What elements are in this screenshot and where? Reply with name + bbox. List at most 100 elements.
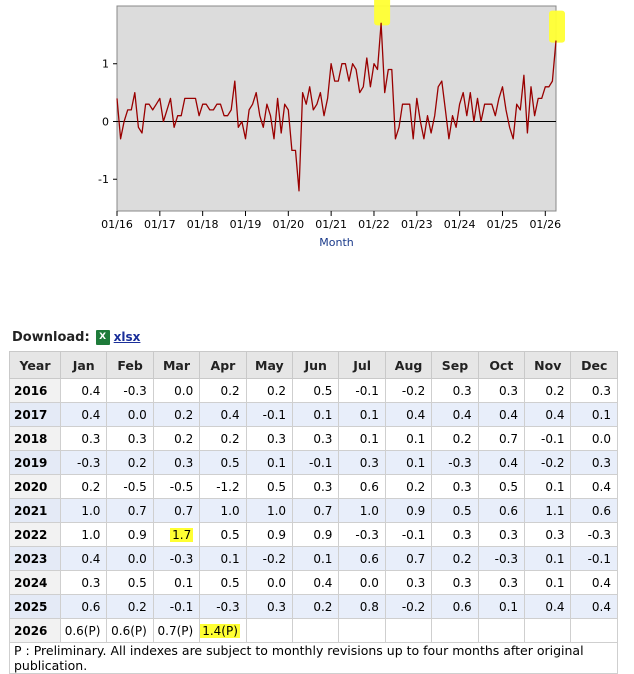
column-header-jul: Jul (338, 351, 386, 379)
table-cell: 0.2 (384, 474, 433, 499)
table-cell: 0.4 (199, 402, 247, 427)
table-row: 2026 0.6(P) 0.6(P) 0.7(P) 1.4(P) (9, 618, 618, 643)
row-year: 2019 (9, 450, 61, 475)
highlight-marker-0 (374, 0, 391, 26)
table-cell: -0.1 (292, 450, 340, 475)
table-cell: -0.3 (59, 450, 108, 475)
table-cell: 0.6 (338, 474, 386, 499)
x-tick-label: 01/18 (187, 218, 219, 231)
table-cell: 0.5 (106, 570, 154, 595)
y-tick-label: 0 (102, 115, 109, 128)
table-cell: -0.1 (152, 594, 201, 619)
x-tick-label: 01/16 (101, 218, 133, 231)
table-cell-empty (338, 618, 386, 643)
table-cell: 0.4 (292, 570, 340, 595)
table-cell: 0.4 (477, 450, 526, 475)
table-cell: 0.6 (59, 594, 108, 619)
table-cell-empty (384, 618, 433, 643)
table-cell: 0.5 (431, 498, 479, 523)
table-cell: -0.1 (570, 546, 618, 571)
table-cell-highlighted: 1.4(P) (199, 618, 247, 643)
table-cell: 0.6 (477, 498, 526, 523)
table-cell: 0.4 (570, 474, 618, 499)
table-cell: 0.1 (292, 402, 340, 427)
table-cell: 0.3 (477, 522, 526, 547)
highlight-marker-1 (549, 10, 565, 43)
table-cell: 0.3 (338, 450, 386, 475)
table-cell: 0.1 (524, 546, 572, 571)
table-cell: 0.4 (570, 594, 618, 619)
table-cell: 0.2 (431, 546, 479, 571)
x-tick-label: 01/23 (401, 218, 433, 231)
table-cell: 0.2 (59, 474, 108, 499)
table-cell: 0.6 (570, 498, 618, 523)
column-header-sep: Sep (431, 351, 479, 379)
excel-icon[interactable]: X (95, 329, 110, 345)
column-header-jan: Jan (59, 351, 108, 379)
table-cell: -0.5 (106, 474, 154, 499)
table-cell: 0.0 (338, 570, 386, 595)
table-cell: 0.1 (152, 570, 201, 595)
table-row: 2024 0.3 0.5 0.1 0.5 0.0 0.4 0.0 0.3 0.3 0.3 0.1 0.4 (9, 570, 618, 595)
table-cell: 0.4 (477, 402, 526, 427)
table-cell: -0.2 (245, 546, 294, 571)
row-year: 2022 (9, 522, 61, 547)
table-cell: 0.6 (338, 546, 386, 571)
row-year: 2025 (9, 594, 61, 619)
table-cell: 0.4 (59, 546, 108, 571)
table-cell: 0.5 (477, 474, 526, 499)
column-header-jun: Jun (292, 351, 340, 379)
table-cell: 0.9 (292, 522, 340, 547)
table-cell: 0.4 (524, 402, 572, 427)
xlsx-download-link[interactable]: xlsx (113, 330, 141, 344)
table-row: 2018 0.3 0.3 0.2 0.2 0.3 0.3 0.1 0.1 0.2 0.7 -0.1 0.… (9, 426, 618, 451)
download-row: Download: X xlsx (12, 328, 140, 346)
x-tick-label: 01/17 (144, 218, 176, 231)
table-cell: -0.2 (384, 378, 433, 403)
table-row: 2025 0.6 0.2 -0.1 -0.3 0.3 0.2 0.8 -0.2 0.6 0.1 0.4… (9, 594, 618, 619)
download-label: Download: (12, 329, 90, 345)
table-row: 2022 1.0 0.9 1.7 0.5 0.9 0.9 -0.3 -0.1 0.3 0.3 0.3-… (9, 522, 618, 547)
x-tick-label: 01/24 (444, 218, 476, 231)
table-cell: 0.4 (431, 402, 479, 427)
table-cell: -0.3 (152, 546, 201, 571)
row-year: 2020 (9, 474, 61, 499)
line-chart: -1 0 1 01/16 01/17 01/18 01/19 01/20 01/21 01/22 0… (98, 0, 565, 249)
row-year: 2021 (9, 498, 61, 523)
table-cell: 0.6(P) (106, 618, 154, 643)
chart-container: -1 0 1 01/16 01/17 01/18 01/19 01/20 01/21 01/22 0… (0, 0, 634, 260)
table-cell: 0.3 (431, 378, 479, 403)
table-cell: 0.1 (245, 450, 294, 475)
table-cell-empty (245, 618, 294, 643)
table-cell: -0.3 (199, 594, 247, 619)
plot-area (116, 5, 557, 212)
table-cell: 0.5 (199, 522, 247, 547)
table-cell: -0.1 (245, 402, 294, 427)
table-cell: 0.3 (59, 570, 108, 595)
table-row: 2020 0.2 -0.5 -0.5 -1.2 0.5 0.3 0.6 0.2 0.3 0.5 0.1… (9, 474, 618, 499)
table-cell: 0.1 (199, 546, 247, 571)
table-cell: 0.1 (524, 570, 572, 595)
column-header-feb: Feb (106, 351, 154, 379)
table-cell: 0.1 (384, 426, 433, 451)
column-header-year: Year (9, 351, 61, 379)
table-cell: 0.3 (570, 378, 618, 403)
row-year: 2017 (9, 402, 61, 427)
y-tick-label: 1 (102, 58, 109, 71)
table-row: 2019 -0.3 0.2 0.3 0.5 0.1 -0.1 0.3 0.1 -0.3 0.4 -0.… (9, 450, 618, 475)
table-cell: 0.1 (477, 594, 526, 619)
table-cell: 0.0 (106, 402, 154, 427)
table-cell: -0.3 (570, 522, 618, 547)
table-row: 2021 1.0 0.7 0.7 1.0 1.0 0.7 1.0 0.9 0.5 0.6 1.1 0.6 (9, 498, 618, 523)
highlighted-value: 1.4(P) (200, 623, 240, 638)
series-line (116, 22, 557, 192)
table-cell-empty (477, 618, 526, 643)
table-cell: 0.2 (524, 378, 572, 403)
table-cell: 0.7 (292, 498, 340, 523)
table-cell: 0.4 (524, 594, 572, 619)
table-cell: 0.2 (152, 402, 201, 427)
column-header-oct: Oct (477, 351, 526, 379)
column-header-mar: Mar (152, 351, 201, 379)
footnote: P : Preliminary. All indexes are subject… (9, 642, 618, 674)
table-cell: 0.5 (199, 570, 247, 595)
